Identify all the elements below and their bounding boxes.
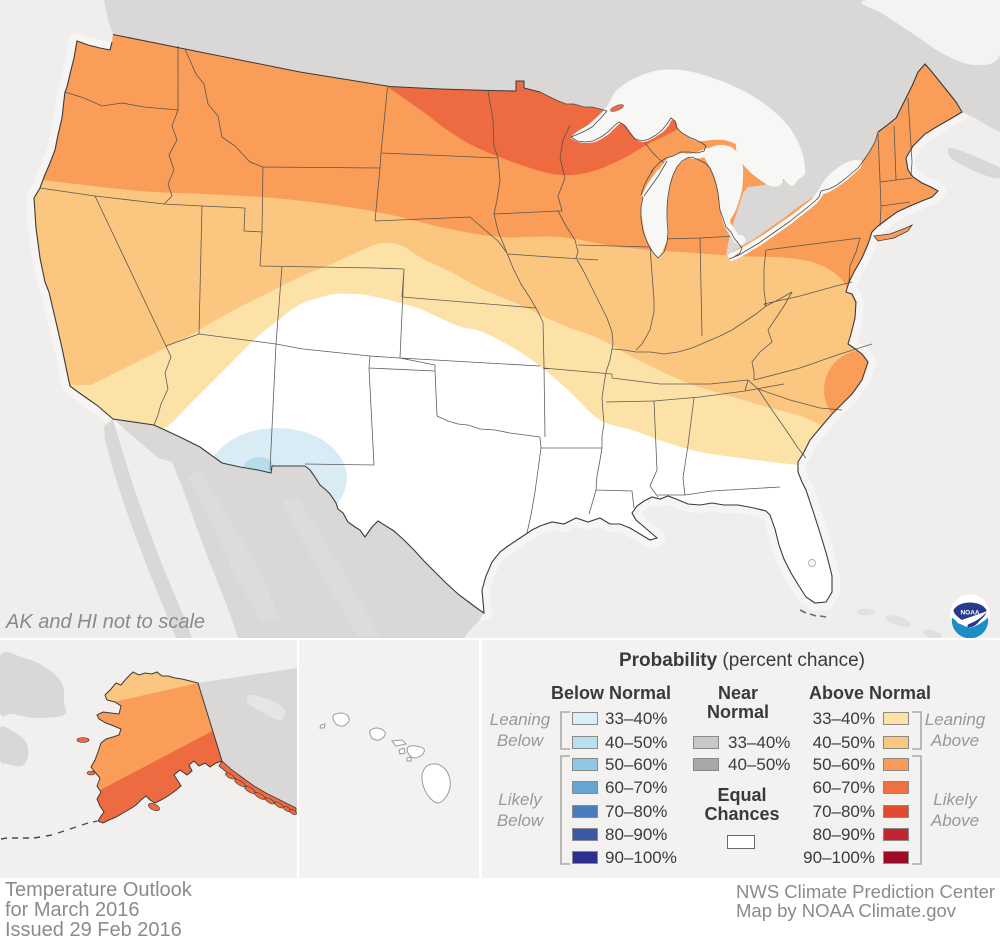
svg-text:AK and HI not to scale: AK and HI not to scale [5,611,205,633]
svg-text:NOAA: NOAA [960,610,979,617]
